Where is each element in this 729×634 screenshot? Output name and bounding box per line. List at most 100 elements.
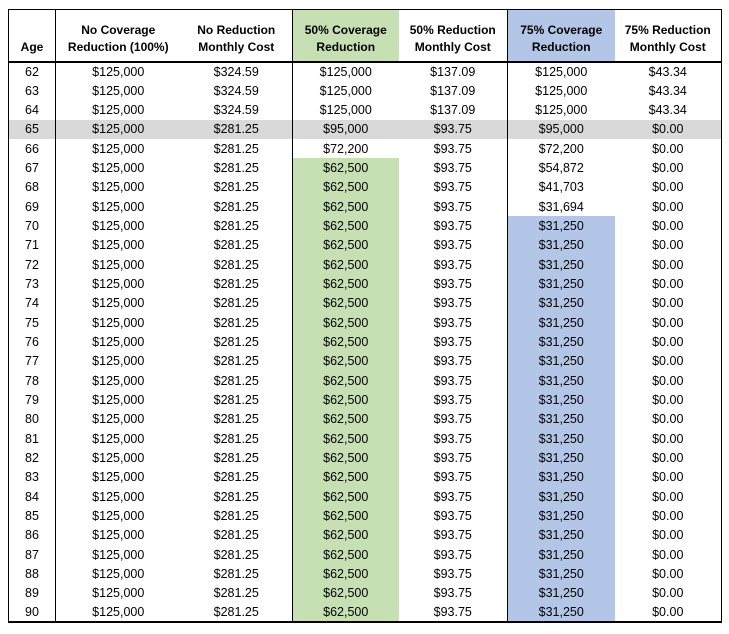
cell-75-reduction-monthly-cost: $0.00 bbox=[614, 293, 722, 313]
cell-50-coverage-reduction: $62,500 bbox=[292, 177, 399, 197]
cell-age: 68 bbox=[8, 177, 56, 197]
cell-age: 64 bbox=[8, 100, 56, 120]
column-header-text: No Coverage bbox=[81, 22, 156, 37]
table-row-age-75: 75 $125,000 $281.25 $62,500 $93.75 $31,250 $0.… bbox=[8, 312, 722, 333]
column-header-text: Monthly Cost bbox=[629, 40, 706, 55]
cell-no-reduction-monthly-cost: $281.25 bbox=[180, 583, 293, 604]
cell-age: 85 bbox=[8, 506, 56, 526]
cell-75-coverage-reduction: $31,250 bbox=[507, 390, 615, 410]
cell-50-coverage-reduction: $62,500 bbox=[292, 312, 399, 333]
cell-75-reduction-monthly-cost: $0.00 bbox=[614, 467, 722, 488]
cell-no-coverage-reduction: $125,000 bbox=[55, 100, 181, 120]
cell-no-coverage-reduction: $125,000 bbox=[55, 293, 181, 313]
cell-no-coverage-reduction: $125,000 bbox=[55, 487, 181, 507]
cell-no-coverage-reduction: $125,000 bbox=[55, 525, 181, 546]
cell-50-reduction-monthly-cost: $93.75 bbox=[398, 545, 508, 565]
cell-50-coverage-reduction: $62,500 bbox=[292, 274, 399, 294]
cell-no-reduction-monthly-cost: $281.25 bbox=[180, 525, 293, 546]
cell-50-reduction-monthly-cost: $93.75 bbox=[398, 390, 508, 410]
table-body: 62 $125,000 $324.59 $125,000 $137.09 $125,000… bbox=[8, 61, 722, 623]
column-header-text: Reduction bbox=[531, 40, 591, 55]
cell-50-reduction-monthly-cost: $93.75 bbox=[398, 448, 508, 468]
cell-no-coverage-reduction: $125,000 bbox=[55, 254, 181, 275]
table-row-age-69: 69 $125,000 $281.25 $62,500 $93.75 $31,694 $0.… bbox=[8, 196, 722, 217]
column-header-no-coverage-reduction: No Coverage Reduction (100%) bbox=[55, 9, 181, 62]
cell-50-coverage-reduction: $62,500 bbox=[292, 371, 399, 391]
cell-no-reduction-monthly-cost: $281.25 bbox=[180, 196, 293, 217]
cell-75-coverage-reduction: $31,250 bbox=[507, 371, 615, 391]
cell-75-reduction-monthly-cost: $0.00 bbox=[614, 235, 722, 255]
cell-no-coverage-reduction: $125,000 bbox=[55, 351, 181, 371]
cell-75-coverage-reduction: $31,250 bbox=[507, 254, 615, 275]
cell-age: 88 bbox=[8, 564, 56, 584]
cell-75-reduction-monthly-cost: $0.00 bbox=[614, 371, 722, 391]
cell-75-reduction-monthly-cost: $0.00 bbox=[614, 196, 722, 217]
cell-50-reduction-monthly-cost: $93.75 bbox=[398, 158, 508, 178]
table-row-age-65: 65 $125,000 $281.25 $95,000 $93.75 $95,000 $0.… bbox=[8, 119, 722, 139]
cell-no-reduction-monthly-cost: $281.25 bbox=[180, 371, 293, 391]
table-row-age-76: 76 $125,000 $281.25 $62,500 $93.75 $31,250 $0.… bbox=[8, 332, 722, 352]
cell-75-reduction-monthly-cost: $0.00 bbox=[614, 216, 722, 236]
cell-no-reduction-monthly-cost: $281.25 bbox=[180, 506, 293, 526]
table-row-age-63: 63 $125,000 $324.59 $125,000 $137.09 $125,000… bbox=[8, 80, 722, 101]
cell-75-reduction-monthly-cost: $0.00 bbox=[614, 603, 722, 623]
cell-75-coverage-reduction: $31,250 bbox=[507, 312, 615, 333]
cell-no-reduction-monthly-cost: $281.25 bbox=[180, 138, 293, 159]
cell-75-coverage-reduction: $31,250 bbox=[507, 564, 615, 584]
cell-75-reduction-monthly-cost: $0.00 bbox=[614, 351, 722, 371]
cell-no-reduction-monthly-cost: $281.25 bbox=[180, 448, 293, 468]
cell-no-coverage-reduction: $125,000 bbox=[55, 235, 181, 255]
column-header-50-reduction-monthly-cost: 50% Reduction Monthly Cost bbox=[398, 9, 508, 62]
cell-50-reduction-monthly-cost: $93.75 bbox=[398, 564, 508, 584]
column-header-age: Age bbox=[8, 9, 56, 62]
table-row-age-70: 70 $125,000 $281.25 $62,500 $93.75 $31,250 $0.… bbox=[8, 216, 722, 236]
cell-75-coverage-reduction: $31,250 bbox=[507, 467, 615, 488]
cell-75-coverage-reduction: $31,250 bbox=[507, 332, 615, 352]
column-header-text: 75% Reduction bbox=[624, 22, 711, 37]
column-header-text: Monthly Cost bbox=[198, 40, 275, 55]
cell-75-coverage-reduction: $31,250 bbox=[507, 274, 615, 294]
cell-50-coverage-reduction: $62,500 bbox=[292, 158, 399, 178]
cell-75-coverage-reduction: $125,000 bbox=[507, 80, 615, 101]
cell-75-reduction-monthly-cost: $0.00 bbox=[614, 448, 722, 468]
cell-no-reduction-monthly-cost: $281.25 bbox=[180, 603, 293, 623]
cell-50-coverage-reduction: $62,500 bbox=[292, 603, 399, 623]
cell-no-coverage-reduction: $125,000 bbox=[55, 216, 181, 236]
cell-no-reduction-monthly-cost: $281.25 bbox=[180, 119, 293, 139]
cell-75-coverage-reduction: $31,250 bbox=[507, 235, 615, 255]
cell-no-coverage-reduction: $125,000 bbox=[55, 603, 181, 623]
cell-50-coverage-reduction: $62,500 bbox=[292, 487, 399, 507]
cell-50-reduction-monthly-cost: $93.75 bbox=[398, 216, 508, 236]
cell-no-coverage-reduction: $125,000 bbox=[55, 177, 181, 197]
cell-75-reduction-monthly-cost: $0.00 bbox=[614, 390, 722, 410]
cell-75-coverage-reduction: $31,250 bbox=[507, 293, 615, 313]
cell-no-reduction-monthly-cost: $281.25 bbox=[180, 312, 293, 333]
table-row-age-89: 89 $125,000 $281.25 $62,500 $93.75 $31,250 $0.… bbox=[8, 583, 722, 604]
cell-50-reduction-monthly-cost: $93.75 bbox=[398, 196, 508, 217]
cell-no-coverage-reduction: $125,000 bbox=[55, 583, 181, 604]
cell-50-reduction-monthly-cost: $137.09 bbox=[398, 80, 508, 101]
table-row-age-68: 68 $125,000 $281.25 $62,500 $93.75 $41,703 $0.… bbox=[8, 177, 722, 197]
cell-50-coverage-reduction: $62,500 bbox=[292, 332, 399, 352]
table-row-age-77: 77 $125,000 $281.25 $62,500 $93.75 $31,250 $0.… bbox=[8, 351, 722, 371]
cell-50-reduction-monthly-cost: $93.75 bbox=[398, 429, 508, 449]
cell-75-coverage-reduction: $31,250 bbox=[507, 583, 615, 604]
cell-50-coverage-reduction: $62,500 bbox=[292, 254, 399, 275]
cell-age: 76 bbox=[8, 332, 56, 352]
cell-no-coverage-reduction: $125,000 bbox=[55, 467, 181, 488]
table-row-age-74: 74 $125,000 $281.25 $62,500 $93.75 $31,250 $0.… bbox=[8, 293, 722, 313]
cell-75-reduction-monthly-cost: $0.00 bbox=[614, 177, 722, 197]
cell-75-reduction-monthly-cost: $0.00 bbox=[614, 332, 722, 352]
cell-no-coverage-reduction: $125,000 bbox=[55, 448, 181, 468]
column-header-text: No Reduction bbox=[197, 22, 276, 37]
cell-age: 66 bbox=[8, 138, 56, 159]
cell-age: 70 bbox=[8, 216, 56, 236]
cell-50-reduction-monthly-cost: $137.09 bbox=[398, 100, 508, 120]
cell-50-reduction-monthly-cost: $93.75 bbox=[398, 332, 508, 352]
table-row-age-62: 62 $125,000 $324.59 $125,000 $137.09 $125,000… bbox=[8, 61, 722, 81]
cell-75-coverage-reduction: $31,250 bbox=[507, 448, 615, 468]
cell-no-coverage-reduction: $125,000 bbox=[55, 371, 181, 391]
column-header-text: 50% Reduction bbox=[409, 22, 496, 37]
table-row-age-64: 64 $125,000 $324.59 $125,000 $137.09 $125,000… bbox=[8, 100, 722, 120]
